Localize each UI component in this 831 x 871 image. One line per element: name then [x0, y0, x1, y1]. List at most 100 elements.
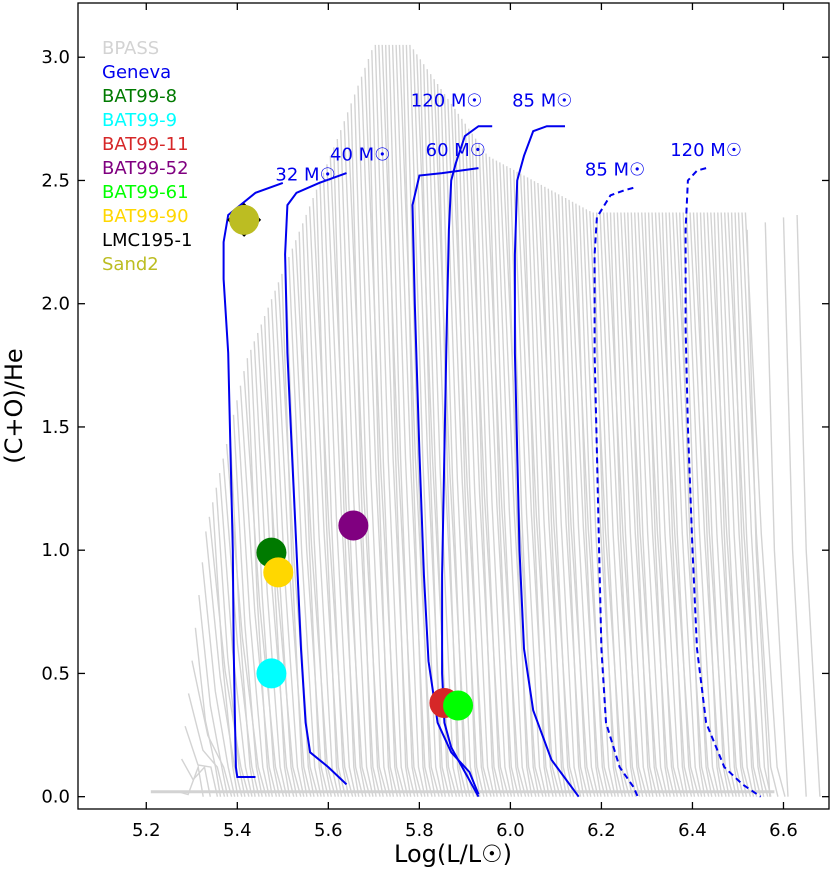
- legend-entry: BPASS: [102, 38, 159, 59]
- bpass-track: [665, 212, 696, 797]
- bpass-track: [746, 229, 771, 797]
- bpass-track: [391, 44, 426, 797]
- bpass-track: [236, 400, 270, 797]
- bpass-track: [509, 167, 540, 797]
- y-axis-label: (C+O)/He: [0, 348, 28, 463]
- bpass-track: [353, 94, 384, 797]
- x-tick-label: 6.0: [496, 820, 525, 841]
- y-tick-label: 2.5: [41, 170, 70, 191]
- bpass-track: [682, 212, 713, 797]
- bpass-track: [764, 222, 789, 797]
- bpass-track: [699, 212, 730, 797]
- y-tick-label: 0.0: [41, 787, 70, 808]
- y-tick-label: 0.5: [41, 663, 70, 684]
- plot-frame: [77, 2, 830, 810]
- bpass-track: [215, 487, 246, 797]
- bpass-track: [596, 212, 627, 797]
- bpass-track: [180, 758, 211, 797]
- bpass-track: [647, 212, 678, 797]
- bpass-track: [201, 562, 236, 797]
- geneva-track-label-4: 120 M☉: [411, 91, 483, 112]
- bpass-track: [357, 85, 391, 797]
- x-tick-label: 5.8: [405, 820, 434, 841]
- bpass-track: [564, 197, 599, 797]
- bpass-track: [184, 725, 219, 797]
- bpass-track: [371, 50, 402, 797]
- x-tick-label: 5.4: [223, 820, 252, 841]
- bpass-track: [457, 113, 488, 797]
- bpass-track: [367, 58, 395, 797]
- legend-entry: BAT99-61: [102, 182, 189, 203]
- geneva-track-label-1: 32 M☉: [275, 164, 335, 185]
- bpass-track: [599, 212, 634, 797]
- y-tick-label: 1.0: [41, 540, 70, 561]
- bpass-track: [229, 429, 256, 797]
- bpass-track: [713, 212, 740, 797]
- geneva-track-label-3: 60 M☉: [426, 140, 486, 161]
- bpass-track: [530, 179, 564, 797]
- legend-entry: Sand2: [102, 254, 159, 275]
- bpass-track: [409, 44, 443, 797]
- geneva-tracks: [222, 125, 762, 798]
- star-marker-Sand2: [229, 204, 260, 235]
- bpass-track: [461, 118, 495, 797]
- legend-entry: BAT99-90: [102, 206, 189, 227]
- bpass-track: [218, 473, 253, 797]
- bpass-track: [634, 212, 668, 797]
- geneva-track-1: [222, 181, 284, 778]
- bpass-track: [402, 44, 429, 797]
- legend-entry: BAT99-8: [102, 86, 177, 107]
- bpass-track: [661, 212, 689, 797]
- bpass-track: [340, 130, 374, 797]
- axes: 5.2 5.4 5.6 5.8 6.0 6.2 6.4 6.6 0.0 0.5 1.0 1.5 2.0 2…: [41, 3, 829, 841]
- star-marker-BAT99-52: [338, 510, 369, 541]
- star-markers: [227, 202, 474, 721]
- y-tick-label: 3.0: [41, 47, 70, 68]
- bpass-track: [298, 231, 325, 797]
- bpass-track: [627, 212, 654, 797]
- x-tick-label: 5.6: [314, 820, 343, 841]
- legend-entry: Geneva: [102, 62, 171, 83]
- bpass-track: [506, 166, 533, 797]
- bpass-track: [194, 627, 222, 797]
- bpass-track: [222, 458, 260, 797]
- bpass-track: [616, 212, 651, 797]
- bpass-tracks: [150, 44, 821, 797]
- bpass-track: [720, 212, 755, 797]
- bpass-track: [232, 414, 263, 797]
- legend-entry: BAT99-52: [102, 158, 189, 179]
- geneva-track-2: [284, 172, 348, 786]
- bpass-track: [526, 177, 557, 797]
- geneva-track-6: [593, 186, 639, 798]
- bpass-track: [578, 205, 609, 797]
- x-tick-label: 6.2: [587, 820, 616, 841]
- bpass-track: [630, 212, 661, 797]
- bpass-track: [547, 188, 582, 797]
- bpass-track: [454, 108, 481, 797]
- x-tick-label: 6.6: [769, 820, 798, 841]
- star-marker-BAT99-90: [263, 557, 294, 588]
- bpass-track: [385, 44, 412, 797]
- bpass-track: [523, 175, 550, 797]
- bpass-track: [609, 212, 637, 797]
- bpass-track: [436, 83, 464, 797]
- bpass-track: [703, 212, 737, 797]
- bpass-track: [471, 133, 498, 797]
- bpass-track: [474, 138, 505, 797]
- bpass-track: [557, 194, 585, 797]
- bpass-track: [288, 256, 322, 797]
- bpass-track: [478, 143, 513, 797]
- geneva-track-7: [684, 167, 762, 798]
- legend-entry: BAT99-9: [102, 110, 177, 131]
- bpass-track: [488, 156, 516, 797]
- star-marker-BAT99-9: [256, 658, 287, 689]
- bpass-track: [315, 189, 343, 797]
- bpass-track: [419, 59, 446, 797]
- bpass-track: [592, 212, 619, 797]
- bpass-track: [305, 214, 340, 797]
- bpass-track: [198, 595, 229, 797]
- geneva-track-label-5: 85 M☉: [512, 91, 572, 112]
- geneva-track-label-6: 85 M☉: [585, 160, 645, 181]
- bpass-track: [374, 44, 409, 797]
